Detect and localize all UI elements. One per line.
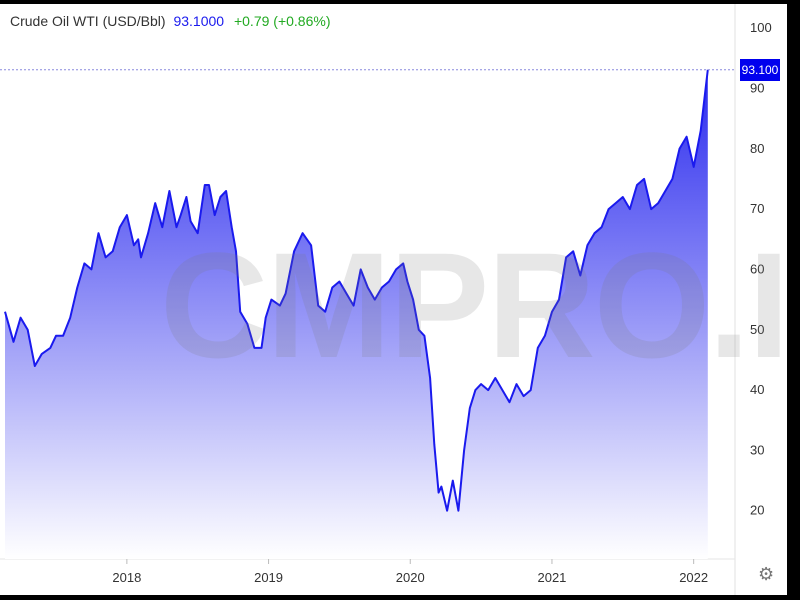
y-tick-label: 80 (750, 141, 764, 156)
x-tick-label: 2022 (679, 570, 708, 585)
y-tick-label: 70 (750, 201, 764, 216)
price-change: +0.79 (+0.86%) (233, 13, 331, 29)
y-tick-label: 60 (750, 261, 764, 276)
y-tick-label: 30 (750, 442, 764, 457)
chart-area: 90 20 30 40 50 60 70 80 100 2018 2019 2020 2021 2022 (0, 4, 772, 595)
price-badge: 93.100 (740, 58, 780, 81)
x-tick-label: 2019 (254, 570, 283, 585)
series-line (4, 69, 709, 512)
x-tick-label: 2020 (396, 570, 425, 585)
y-tick-label: 20 (750, 503, 764, 518)
y-tick-label: 90 (750, 80, 764, 95)
series-area-fill (5, 69, 708, 560)
y-tick-label: 100 (750, 20, 772, 35)
chart-frame: 90 20 30 40 50 60 70 80 100 2018 2019 2020 2021 2022… (0, 4, 787, 595)
current-price: 93.1000 (173, 13, 225, 29)
chart-header: Crude Oil WTI (USD/Bbl) 93.1000 +0.79 (+… (10, 13, 330, 29)
x-tick-label: 2018 (112, 570, 141, 585)
gear-icon[interactable]: ⚙ (758, 564, 775, 584)
x-tick-label: 2021 (537, 570, 566, 585)
y-tick-label: 50 (750, 322, 764, 337)
y-tick-label: 40 (750, 382, 764, 397)
watermark: CMPRO.IR (160, 221, 787, 389)
chart-title: Crude Oil WTI (USD/Bbl) (10, 13, 166, 29)
